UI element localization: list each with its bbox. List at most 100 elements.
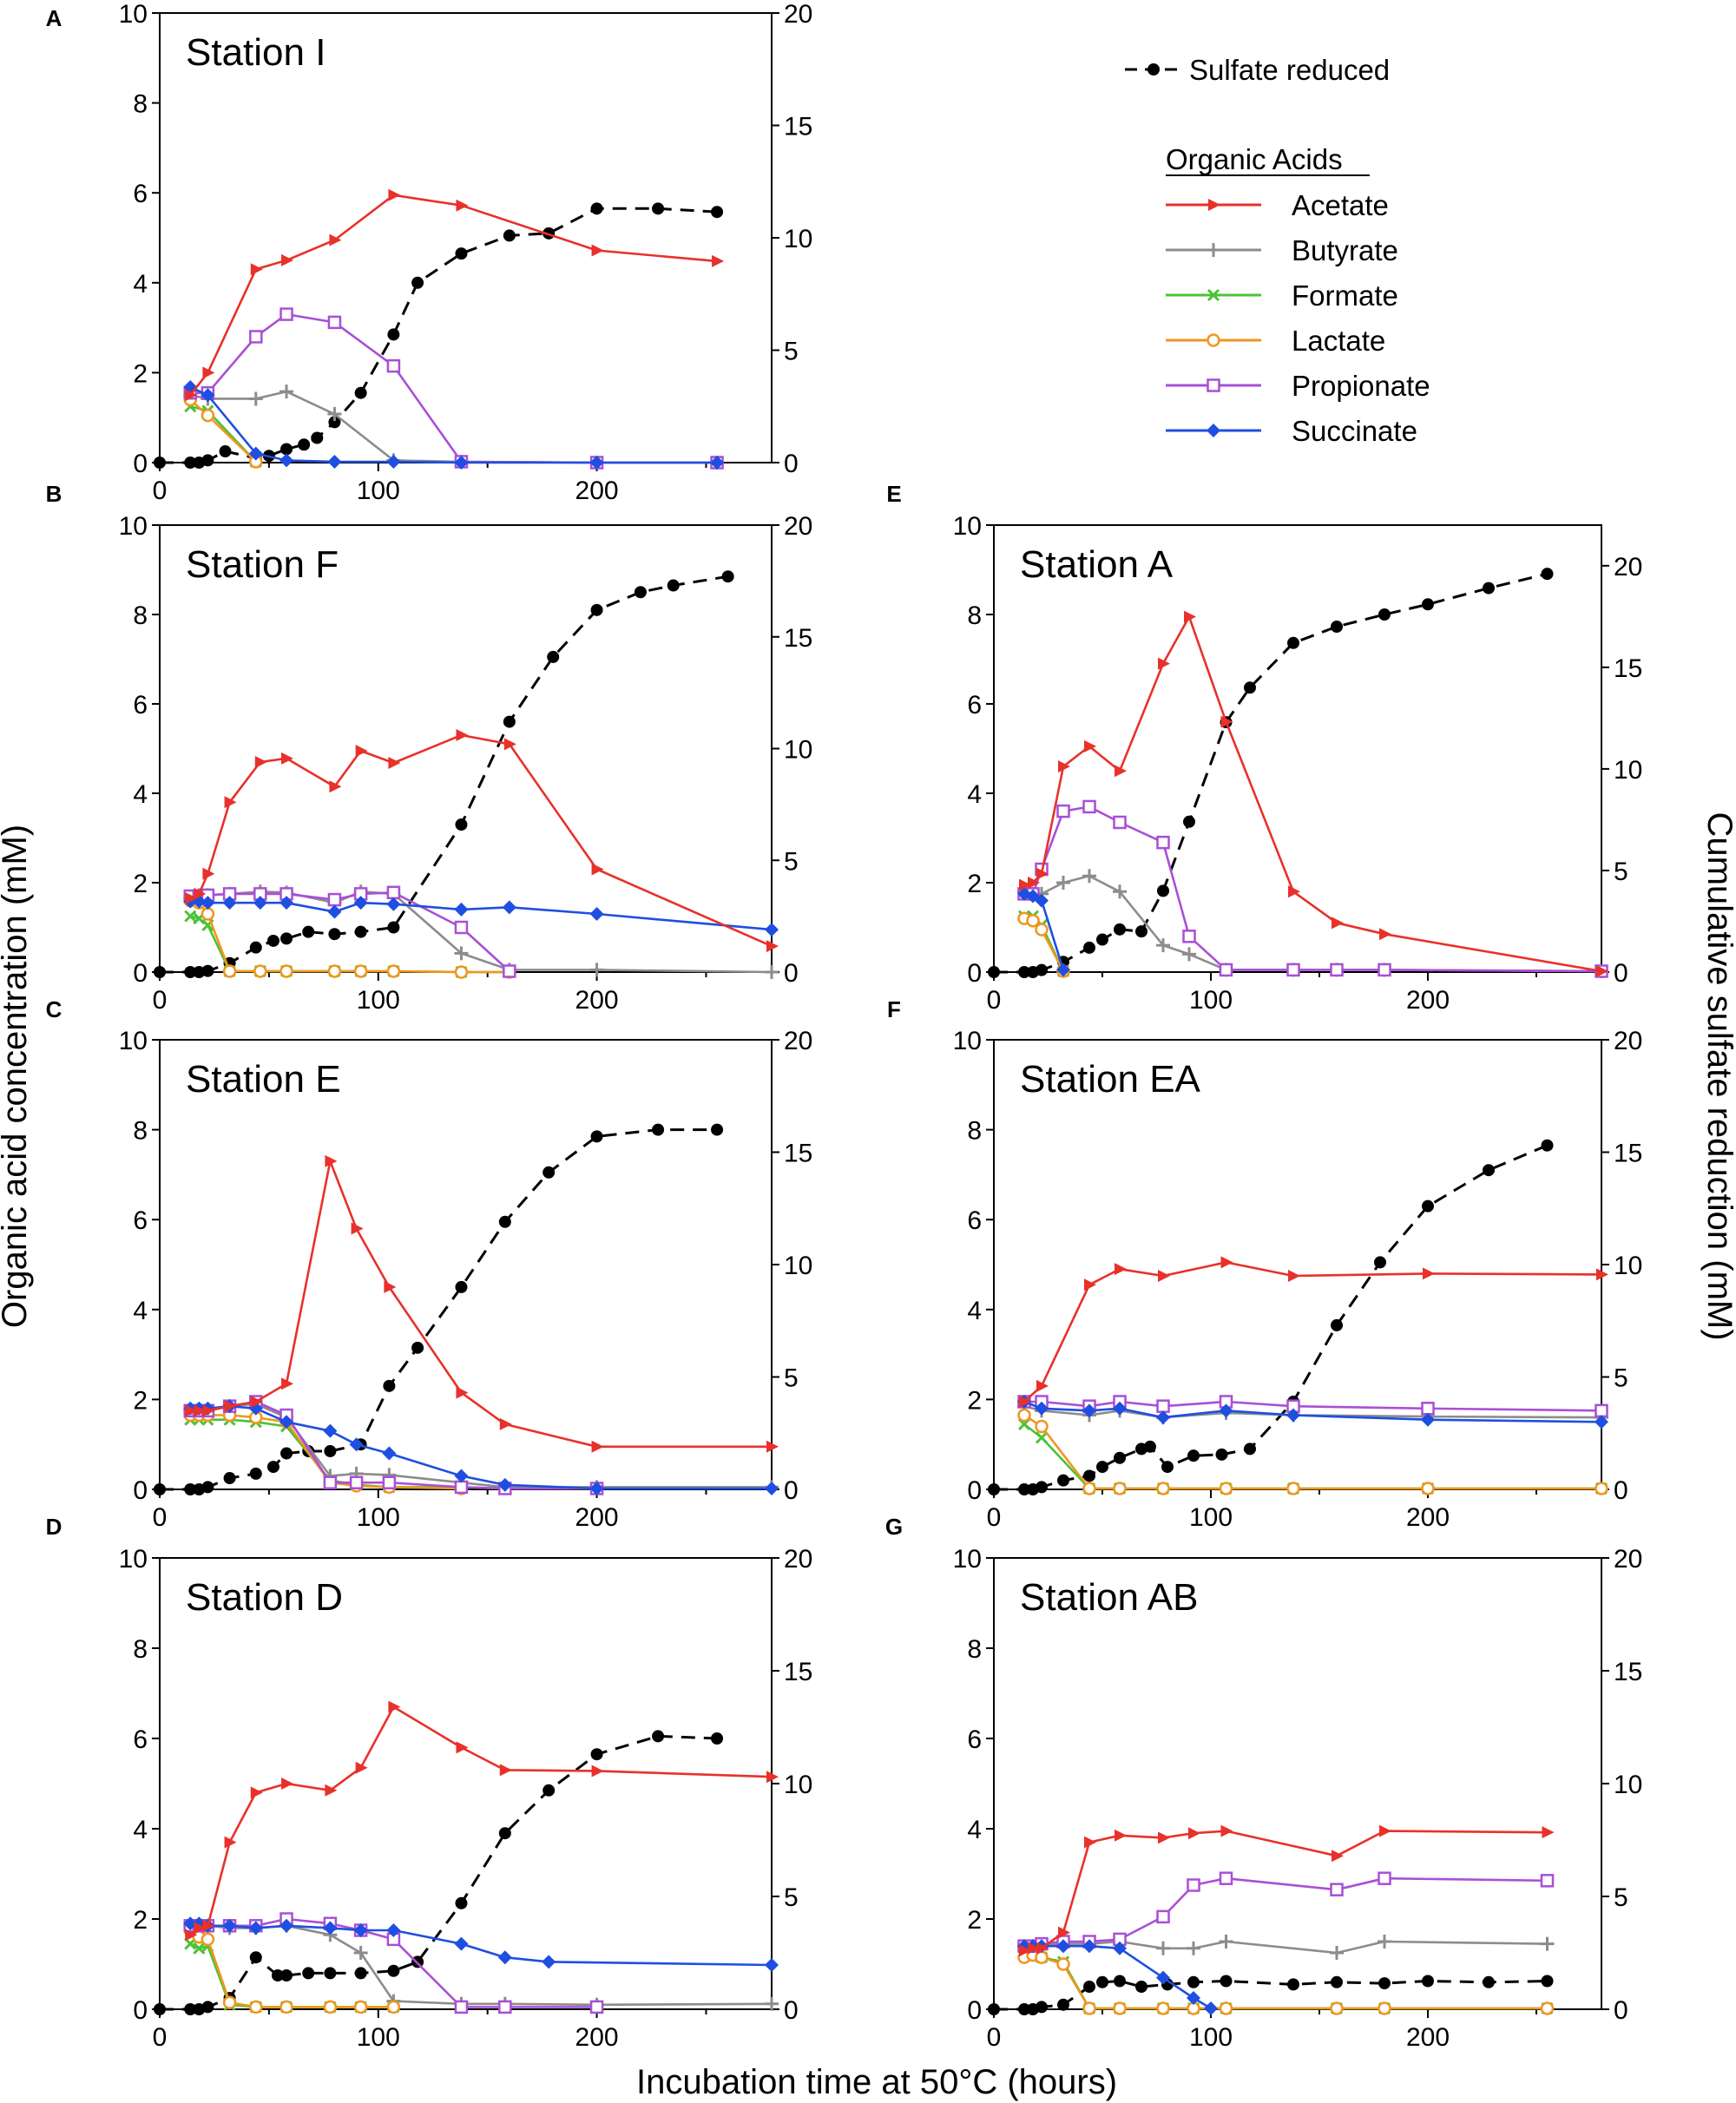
sulfate-reduced-point-marker — [184, 457, 197, 469]
y-tick-label: 4 — [967, 1816, 982, 1844]
succinate-point-marker — [222, 896, 237, 910]
series-acetate — [185, 1154, 779, 1453]
y-axis-label-left: Organic acid concentration (mM) — [0, 825, 34, 1328]
butyrate-point-marker — [1187, 1941, 1200, 1955]
x-tick-label: 0 — [987, 2023, 1002, 2052]
plot-frame — [993, 1039, 1602, 1490]
lactate-point-marker — [1378, 2001, 1391, 2015]
acetate-point-marker — [329, 233, 342, 246]
lactate-point-marker — [1156, 2001, 1170, 2015]
formate-point-marker — [193, 1942, 206, 1955]
succinate-point-marker — [279, 1918, 294, 1933]
y2-tick-label: 10 — [1614, 1252, 1642, 1280]
x-tick-label: 100 — [1189, 2023, 1233, 2052]
y-tick-label: 8 — [967, 1117, 982, 1146]
sulfate-reduced-point-marker — [201, 964, 214, 977]
lactate-point-marker — [1156, 1482, 1170, 1495]
sulfate-reduced-point-marker — [302, 1967, 315, 1980]
y-tick-label: 10 — [953, 512, 982, 541]
propionate-point-marker — [1182, 930, 1196, 943]
series-lactate-line — [1023, 1414, 1601, 1490]
legend: Sulfate reduced Organic Acids Acetate But… — [1125, 54, 1430, 447]
acetate-point-marker — [1596, 964, 1608, 977]
legend-label: Formate — [1292, 279, 1398, 312]
sulfate-reduced-point-marker — [154, 1483, 166, 1495]
y-tick-label: 4 — [967, 780, 982, 809]
y2-tick-label: 15 — [1614, 654, 1642, 683]
x-tick-label: 0 — [153, 2023, 168, 2052]
y-tick-label: 10 — [953, 1545, 982, 1574]
sulfate-reduced-point-marker — [280, 443, 293, 456]
formate-point-marker — [1035, 1431, 1049, 1444]
sulfate-reduced-point-marker — [354, 1967, 367, 1980]
x-tick-label: 200 — [575, 1503, 619, 1532]
sulfate-reduced-point-marker — [280, 1969, 293, 1981]
acetate-point-marker — [1288, 885, 1300, 898]
sulfate-reduced-point-marker — [154, 966, 166, 978]
succinate-point-marker — [201, 896, 215, 910]
panel-title: Station A — [1020, 543, 1174, 586]
series-propionate — [1017, 1871, 1555, 1953]
series-acetate — [185, 729, 779, 953]
series-lactate — [1017, 1948, 1555, 2015]
succinate-point-marker — [454, 456, 469, 470]
y-tick-label: 8 — [133, 1117, 148, 1146]
sulfate-reduced-point-marker — [154, 457, 166, 469]
acetate-point-marker — [224, 1836, 237, 1849]
acetate-point-marker — [202, 366, 215, 379]
x-tick-label: 100 — [357, 2023, 400, 2052]
acetate-point-marker — [1158, 1269, 1170, 1282]
succinate-point-marker — [279, 1415, 294, 1429]
sulfate-reduced-point-marker — [1036, 2001, 1048, 2014]
legend-label: Acetate — [1292, 189, 1389, 221]
y-tick-label: 6 — [133, 180, 148, 208]
series-sulfate-reduced — [988, 1139, 1554, 1495]
propionate-point-marker — [1082, 799, 1096, 814]
lactate-point-marker — [353, 964, 368, 978]
sulfate-reduced-point-marker — [711, 1732, 724, 1745]
sulfate-reduced-point-marker — [1331, 1318, 1343, 1331]
sulfate-reduced-point-marker — [1083, 1981, 1095, 1993]
y-tick-label: 0 — [133, 1476, 148, 1505]
succinate-point-marker — [386, 454, 401, 469]
y2-tick-label: 15 — [784, 1140, 812, 1168]
succinate-point-marker — [222, 1918, 237, 1933]
propionate-point-marker — [503, 964, 516, 978]
sulfate-reduced-point-marker — [1114, 923, 1126, 936]
sulfate-reduced-point-marker — [201, 454, 214, 467]
acetate-point-marker — [1058, 760, 1070, 773]
acetate-point-marker — [1028, 877, 1040, 889]
propionate-point-marker — [1378, 963, 1391, 977]
acetate-point-marker — [456, 199, 469, 212]
series-succinate-line — [190, 900, 773, 931]
acetate-point-marker — [281, 253, 294, 266]
sulfate-reduced-point-marker — [1422, 1199, 1434, 1213]
acetate-point-marker — [1188, 1827, 1200, 1840]
y-tick-label: 2 — [133, 359, 148, 388]
y-tick-label: 4 — [967, 1297, 982, 1325]
panel-letter: E — [886, 481, 901, 507]
acetate-point-marker — [185, 389, 198, 402]
sulfate-reduced-point-marker — [1378, 608, 1391, 621]
propionate-point-marker — [382, 1475, 397, 1489]
y-tick-label: 0 — [967, 959, 982, 988]
y-tick-label: 4 — [133, 780, 148, 809]
sulfate-reduced-point-marker — [1422, 1975, 1434, 1988]
lactate-point-marker — [323, 2000, 338, 2014]
butyrate-point-marker — [454, 946, 469, 961]
sulfate-reduced-point-marker — [1161, 1461, 1174, 1474]
panel-title: Station EA — [1020, 1058, 1201, 1101]
lactate-point-marker — [201, 1932, 215, 1947]
propionate-point-marker — [1330, 1883, 1344, 1896]
lactate-point-marker — [201, 408, 215, 423]
acetate-point-marker — [1019, 878, 1031, 891]
sulfate-reduced-point-marker — [1244, 681, 1256, 694]
lactate-point-marker — [1219, 2001, 1233, 2015]
series-acetate-line — [189, 194, 718, 397]
y-tick-label: 10 — [119, 512, 148, 541]
lactate-point-marker — [249, 2000, 263, 2014]
sulfate-reduced-point-marker — [1096, 1975, 1108, 1988]
